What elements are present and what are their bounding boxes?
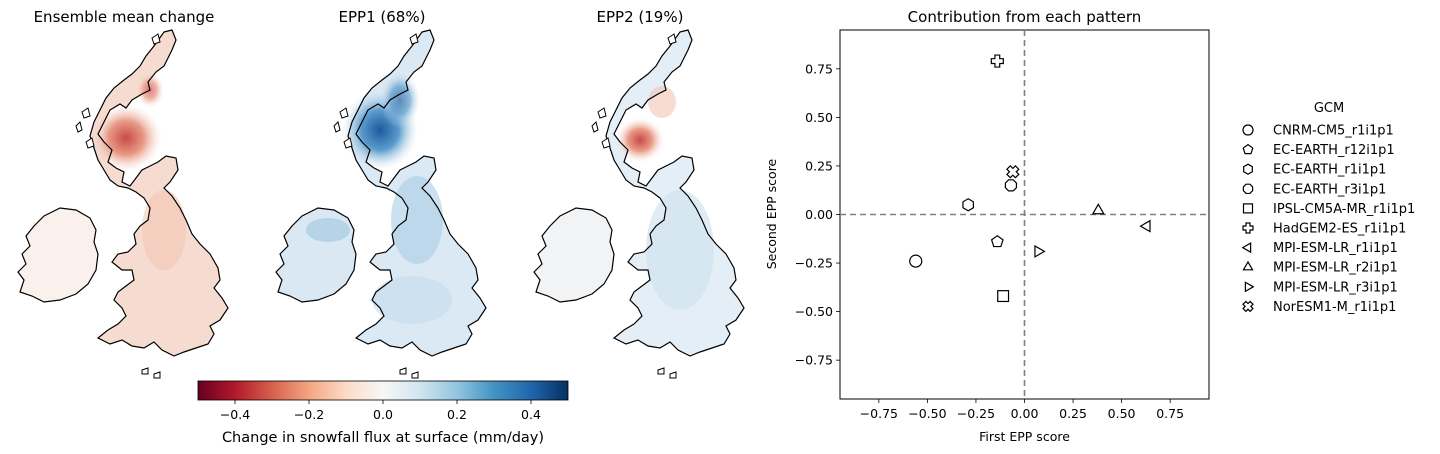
x-axis-ticks: −0.75 −0.50 −0.25 0.00 0.25 0.50 0.75 [860, 399, 1184, 421]
legend-items: CNRM-CM5_r1i1p1 EC-EARTH_r12i1p1 EC-EARTH_… [1241, 124, 1415, 315]
point-cnrm-cm5-r1i1p1 [909, 254, 923, 268]
point-ec-earth-r12i1p1 [990, 234, 1004, 248]
legend-label: IPSL-CM5A-MR_r1i1p1 [1273, 202, 1415, 217]
point-ec-earth-r1i1p1 [962, 198, 974, 212]
y-tick-label: 0.50 [805, 110, 833, 125]
point-ec-earth-r3i1p1 [1004, 179, 1018, 192]
legend-label: MPI-ESM-LR_r1i1p1 [1273, 241, 1398, 256]
x-tick-label: 0.50 [1108, 406, 1136, 421]
map-panel-ensemble-mean: Ensemble mean change [17, 8, 229, 379]
scotland-anomaly [616, 118, 664, 162]
legend-marker-hadgem2-es-r1i1p1 [1242, 222, 1254, 234]
map-title-epp2: EPP2 (19%) [597, 8, 684, 26]
y-axis-label: Second EPP score [764, 158, 779, 269]
scotland-anomaly [90, 104, 162, 172]
colorbar-ticks: −0.4 −0.2 0.0 0.2 0.4 [220, 400, 541, 422]
legend-label: MPI-ESM-LR_r2i1p1 [1273, 261, 1398, 276]
colorbar-tick-label: −0.4 [220, 407, 250, 422]
reference-lines [840, 30, 1209, 399]
point-mpi-esm-lr-r2i1p1 [1091, 203, 1105, 215]
x-tick-label: 0.75 [1156, 406, 1184, 421]
legend-marker-ipsl-cm5a-mr-r1i1p1 [1242, 203, 1254, 214]
legend-marker-ec-earth-r1i1p1 [1243, 163, 1253, 175]
colorbar-label: Change in snowfall flux at surface (mm/d… [222, 430, 544, 446]
legend-marker-cnrm-cm5-r1i1p1 [1242, 124, 1254, 136]
highland-anomaly [380, 72, 420, 128]
ireland-landmass [18, 208, 98, 302]
y-tick-label: −0.75 [795, 353, 833, 368]
legend-label: EC-EARTH_r3i1p1 [1273, 182, 1386, 197]
x-axis-label: First EPP score [979, 429, 1070, 444]
x-tick-label: −0.75 [860, 406, 898, 421]
point-hadgem2-es-r1i1p1 [990, 54, 1004, 68]
legend-label: NorESM1-M_r1i1p1 [1273, 300, 1396, 315]
legend-marker-noresm1-m-r1i1p1 [1242, 300, 1254, 313]
y-tick-label: 0.75 [805, 61, 833, 76]
legend-marker-mpi-esm-lr-r3i1p1 [1244, 281, 1255, 293]
colorbar-tick-label: −0.2 [294, 407, 324, 422]
england-anomaly [646, 190, 714, 310]
y-tick-label: 0.25 [805, 158, 833, 173]
legend-marker-ec-earth-r12i1p1 [1242, 143, 1254, 155]
legend: GCM CNRM-CM5_r1i1p1 EC-EARTH_r12i1p1 EC-EA… [1241, 101, 1415, 315]
colorbar-tick-label: 0.4 [521, 407, 541, 422]
south-anomaly [372, 276, 452, 324]
x-tick-label: −0.50 [908, 406, 946, 421]
pennines-anomaly [142, 190, 186, 270]
legend-marker-mpi-esm-lr-r2i1p1 [1242, 260, 1254, 271]
legend-label: HadGEM2-ES_r1i1p1 [1273, 222, 1406, 237]
point-noresm1-m-r1i1p1 [1006, 164, 1020, 179]
point-ipsl-cm5a-mr-r1i1p1 [997, 290, 1010, 303]
legend-label: EC-EARTH_r1i1p1 [1273, 163, 1386, 178]
ireland-landmass [534, 208, 614, 302]
map-panel-epp1: EPP1 (68%) [275, 8, 487, 379]
map-title-ensemble-mean: Ensemble mean change [34, 8, 215, 26]
x-tick-label: −0.25 [957, 406, 995, 421]
x-tick-label: 0.25 [1059, 406, 1087, 421]
y-tick-label: −0.50 [795, 304, 833, 319]
chart-title: Contribution from each pattern [908, 8, 1142, 26]
y-tick-label: 0.00 [805, 207, 833, 222]
colorbar: −0.4 −0.2 0.0 0.2 0.4 Change in snowfall flu… [197, 380, 569, 446]
data-points [909, 54, 1151, 303]
map-title-epp1: EPP1 (68%) [339, 8, 426, 26]
highland-anomaly [648, 86, 676, 118]
y-tick-label: −0.25 [795, 256, 833, 271]
y-axis-ticks: 0.75 0.50 0.25 0.00 −0.25 −0.50 −0.75 [795, 61, 840, 368]
map-panel-epp2: EPP2 (19%) [533, 8, 745, 379]
ireland-anomaly [306, 218, 350, 242]
legend-marker-ec-earth-r3i1p1 [1242, 183, 1254, 195]
colorbar-tick-label: 0.0 [373, 407, 393, 422]
colorbar-gradient [197, 380, 569, 401]
legend-label: CNRM-CM5_r1i1p1 [1273, 124, 1394, 139]
legend-label: MPI-ESM-LR_r3i1p1 [1273, 280, 1398, 295]
legend-label: EC-EARTH_r12i1p1 [1273, 143, 1395, 158]
x-tick-label: 0.00 [1011, 406, 1039, 421]
colorbar-tick-label: 0.2 [447, 407, 467, 422]
legend-marker-mpi-esm-lr-r1i1p1 [1241, 242, 1252, 254]
legend-title: GCM [1314, 101, 1344, 116]
scatter-chart: Contribution from each pattern −0.75 −0.5… [764, 8, 1210, 444]
pennines-anomaly [391, 176, 443, 264]
point-mpi-esm-lr-r1i1p1 [1139, 219, 1151, 233]
point-mpi-esm-lr-r3i1p1 [1034, 244, 1046, 258]
